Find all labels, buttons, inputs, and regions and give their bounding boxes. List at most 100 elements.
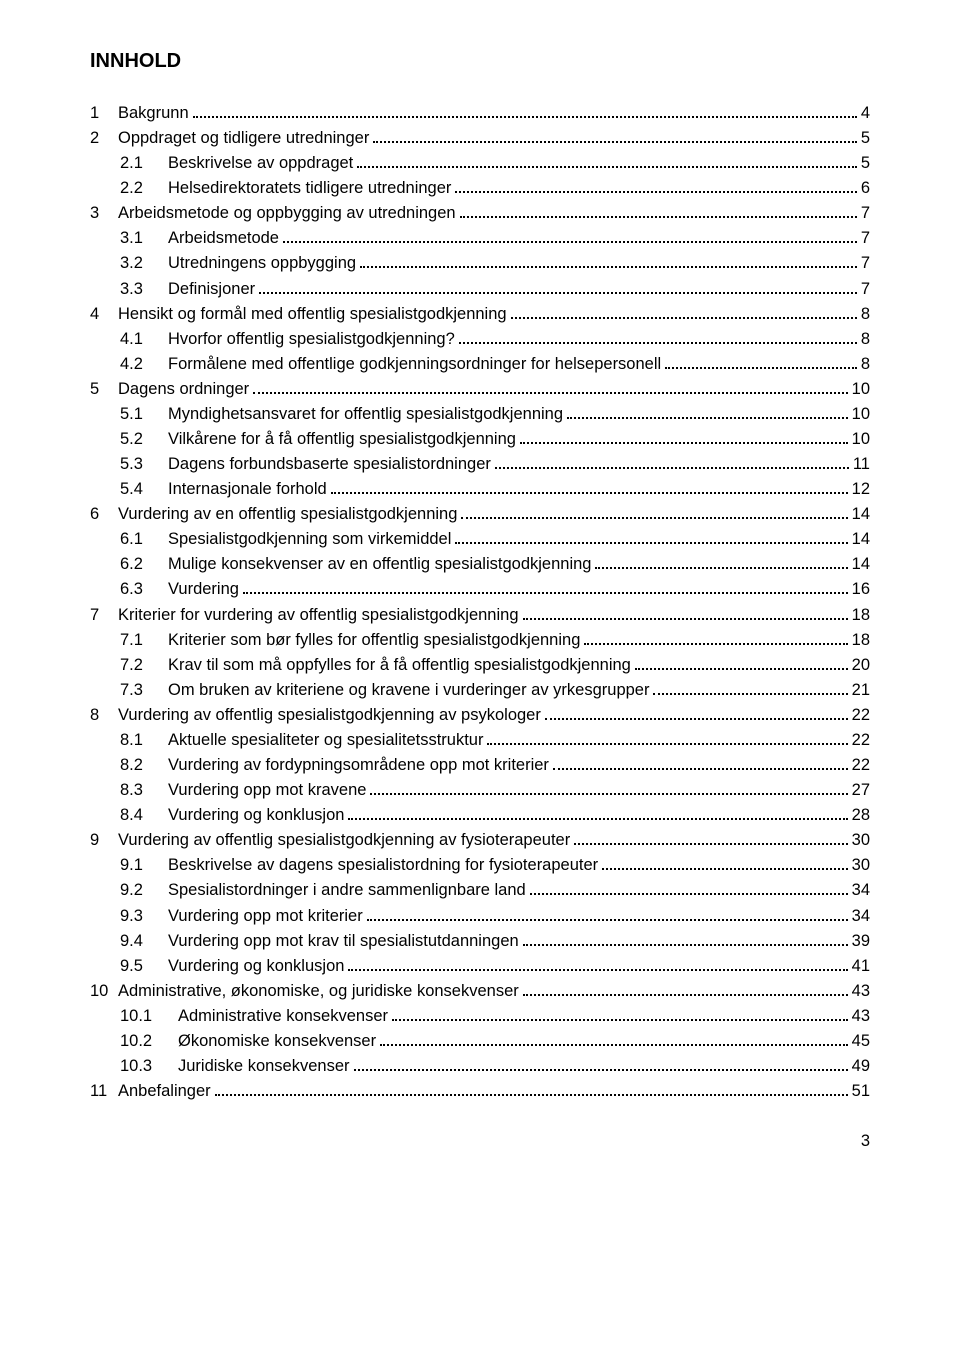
- toc-entry-page: 14: [852, 502, 870, 527]
- toc-entry: 3Arbeidsmetode og oppbygging av utrednin…: [90, 201, 870, 226]
- toc-entry-text: Bakgrunn: [118, 101, 189, 126]
- toc-entry: 9.5Vurdering og konklusjon41: [90, 954, 870, 979]
- toc-entry-page: 22: [852, 753, 870, 778]
- toc-entry-page: 27: [852, 778, 870, 803]
- toc-entry: 2.2Helsedirektoratets tidligere utrednin…: [90, 176, 870, 201]
- toc-leader-dots: [567, 417, 848, 419]
- toc-entry: 10.1Administrative konsekvenser43: [90, 1004, 870, 1029]
- toc-entry-page: 8: [861, 352, 870, 377]
- toc-entry-text: Kriterier som bør fylles for offentlig s…: [168, 628, 580, 653]
- toc-entry-text: Arbeidsmetode og oppbygging av utredning…: [118, 201, 456, 226]
- toc-entry-number: 6.2: [120, 552, 168, 577]
- toc-entry-page: 8: [861, 327, 870, 352]
- toc-leader-dots: [523, 618, 848, 620]
- toc-entry: 6.2Mulige konsekvenser av en offentlig s…: [90, 552, 870, 577]
- toc-entry-number: 8.4: [120, 803, 168, 828]
- toc-entry: 8Vurdering av offentlig spesialistgodkje…: [90, 703, 870, 728]
- toc-entry-text: Vurdering opp mot krav til spesialistutd…: [168, 929, 519, 954]
- toc-entry: 8.3Vurdering opp mot kravene27: [90, 778, 870, 803]
- toc-entry-page: 8: [861, 302, 870, 327]
- toc-entry-page: 10: [852, 402, 870, 427]
- toc-entry-page: 5: [861, 151, 870, 176]
- toc-leader-dots: [253, 392, 847, 394]
- toc-entry-page: 10: [852, 377, 870, 402]
- toc-entry: 9.1Beskrivelse av dagens spesialistordni…: [90, 853, 870, 878]
- toc-leader-dots: [460, 216, 857, 218]
- toc-entry-number: 9.2: [120, 878, 168, 903]
- toc-entry-text: Beskrivelse av dagens spesialistordning …: [168, 853, 598, 878]
- toc-entry-text: Vurdering og konklusjon: [168, 803, 344, 828]
- toc-leader-dots: [373, 141, 856, 143]
- toc-leader-dots: [602, 868, 847, 870]
- toc-entry-text: Utredningens oppbygging: [168, 251, 356, 276]
- toc-leader-dots: [665, 367, 857, 369]
- toc-entry: 7.3Om bruken av kriteriene og kravene i …: [90, 678, 870, 703]
- toc-entry-text: Definisjoner: [168, 277, 255, 302]
- toc-leader-dots: [545, 718, 848, 720]
- toc-entry-page: 22: [852, 703, 870, 728]
- toc-entry-text: Vurdering opp mot kravene: [168, 778, 366, 803]
- toc-leader-dots: [461, 517, 847, 519]
- toc-entry-page: 5: [861, 126, 870, 151]
- toc-entry-text: Hvorfor offentlig spesialistgodkjenning?: [168, 327, 455, 352]
- toc-entry-text: Krav til som må oppfylles for å få offen…: [168, 653, 631, 678]
- toc-entry: 7Kriterier for vurdering av offentlig sp…: [90, 603, 870, 628]
- toc-entry-number: 7: [90, 603, 118, 628]
- toc-entry-text: Vurdering av offentlig spesialistgodkjen…: [118, 828, 570, 853]
- toc-entry: 7.1Kriterier som bør fylles for offentli…: [90, 628, 870, 653]
- toc-entry-number: 2.2: [120, 176, 168, 201]
- toc-leader-dots: [348, 818, 847, 820]
- toc-entry-number: 6: [90, 502, 118, 527]
- toc-leader-dots: [243, 592, 848, 594]
- toc-entry-text: Vilkårene for å få offentlig spesialistg…: [168, 427, 516, 452]
- toc-entry-text: Kriterier for vurdering av offentlig spe…: [118, 603, 519, 628]
- toc-entry-page: 18: [852, 603, 870, 628]
- toc-entry-page: 10: [852, 427, 870, 452]
- toc-entry-number: 9: [90, 828, 118, 853]
- toc-entry-number: 3.1: [120, 226, 168, 251]
- toc-entry-number: 5: [90, 377, 118, 402]
- toc-entry-number: 2.1: [120, 151, 168, 176]
- toc-entry-page: 34: [852, 904, 870, 929]
- toc-leader-dots: [354, 1069, 848, 1071]
- toc-leader-dots: [595, 567, 847, 569]
- toc-entry-text: Vurdering av en offentlig spesialistgodk…: [118, 502, 457, 527]
- toc-entry-number: 10.2: [120, 1029, 178, 1054]
- toc-entry-text: Formålene med offentlige godkjenningsord…: [168, 352, 661, 377]
- toc-entry-text: Mulige konsekvenser av en offentlig spes…: [168, 552, 591, 577]
- toc-entry-number: 11: [90, 1079, 118, 1104]
- toc-leader-dots: [455, 542, 847, 544]
- toc-entry: 10.2Økonomiske konsekvenser45: [90, 1029, 870, 1054]
- toc-entry-text: Spesialistgodkjenning som virkemiddel: [168, 527, 451, 552]
- toc-entry: 5Dagens ordninger 10: [90, 377, 870, 402]
- toc-entry-text: Administrative konsekvenser: [178, 1004, 388, 1029]
- toc-entry-text: Vurdering: [168, 577, 239, 602]
- toc-entry: 7.2Krav til som må oppfylles for å få of…: [90, 653, 870, 678]
- toc-entry: 1Bakgrunn4: [90, 101, 870, 126]
- toc-entry-number: 8: [90, 703, 118, 728]
- toc-entry-page: 7: [861, 226, 870, 251]
- toc-entry: 6.3Vurdering16: [90, 577, 870, 602]
- toc-leader-dots: [259, 292, 857, 294]
- toc-entry-page: 14: [852, 552, 870, 577]
- toc-entry-page: 45: [852, 1029, 870, 1054]
- toc-leader-dots: [487, 743, 847, 745]
- toc-entry: 9.2Spesialistordninger i andre sammenlig…: [90, 878, 870, 903]
- toc-title: INNHOLD: [90, 50, 870, 73]
- toc-entry-page: 14: [852, 527, 870, 552]
- toc-entry-page: 7: [861, 201, 870, 226]
- toc-entry-number: 5.3: [120, 452, 168, 477]
- toc-leader-dots: [574, 843, 847, 845]
- toc-leader-dots: [553, 768, 848, 770]
- toc-entry: 11Anbefalinger51: [90, 1079, 870, 1104]
- toc-leader-dots: [520, 442, 848, 444]
- toc-entry-number: 4: [90, 302, 118, 327]
- toc-entry-page: 18: [852, 628, 870, 653]
- toc-entry-page: 21: [852, 678, 870, 703]
- toc-entry-text: Vurdering opp mot kriterier: [168, 904, 363, 929]
- toc-entry-page: 30: [852, 828, 870, 853]
- toc-entry-text: Administrative, økonomiske, og juridiske…: [118, 979, 519, 1004]
- toc-entry-text: Dagens ordninger: [118, 377, 249, 402]
- toc-leader-dots: [523, 944, 848, 946]
- toc-entry-page: 28: [852, 803, 870, 828]
